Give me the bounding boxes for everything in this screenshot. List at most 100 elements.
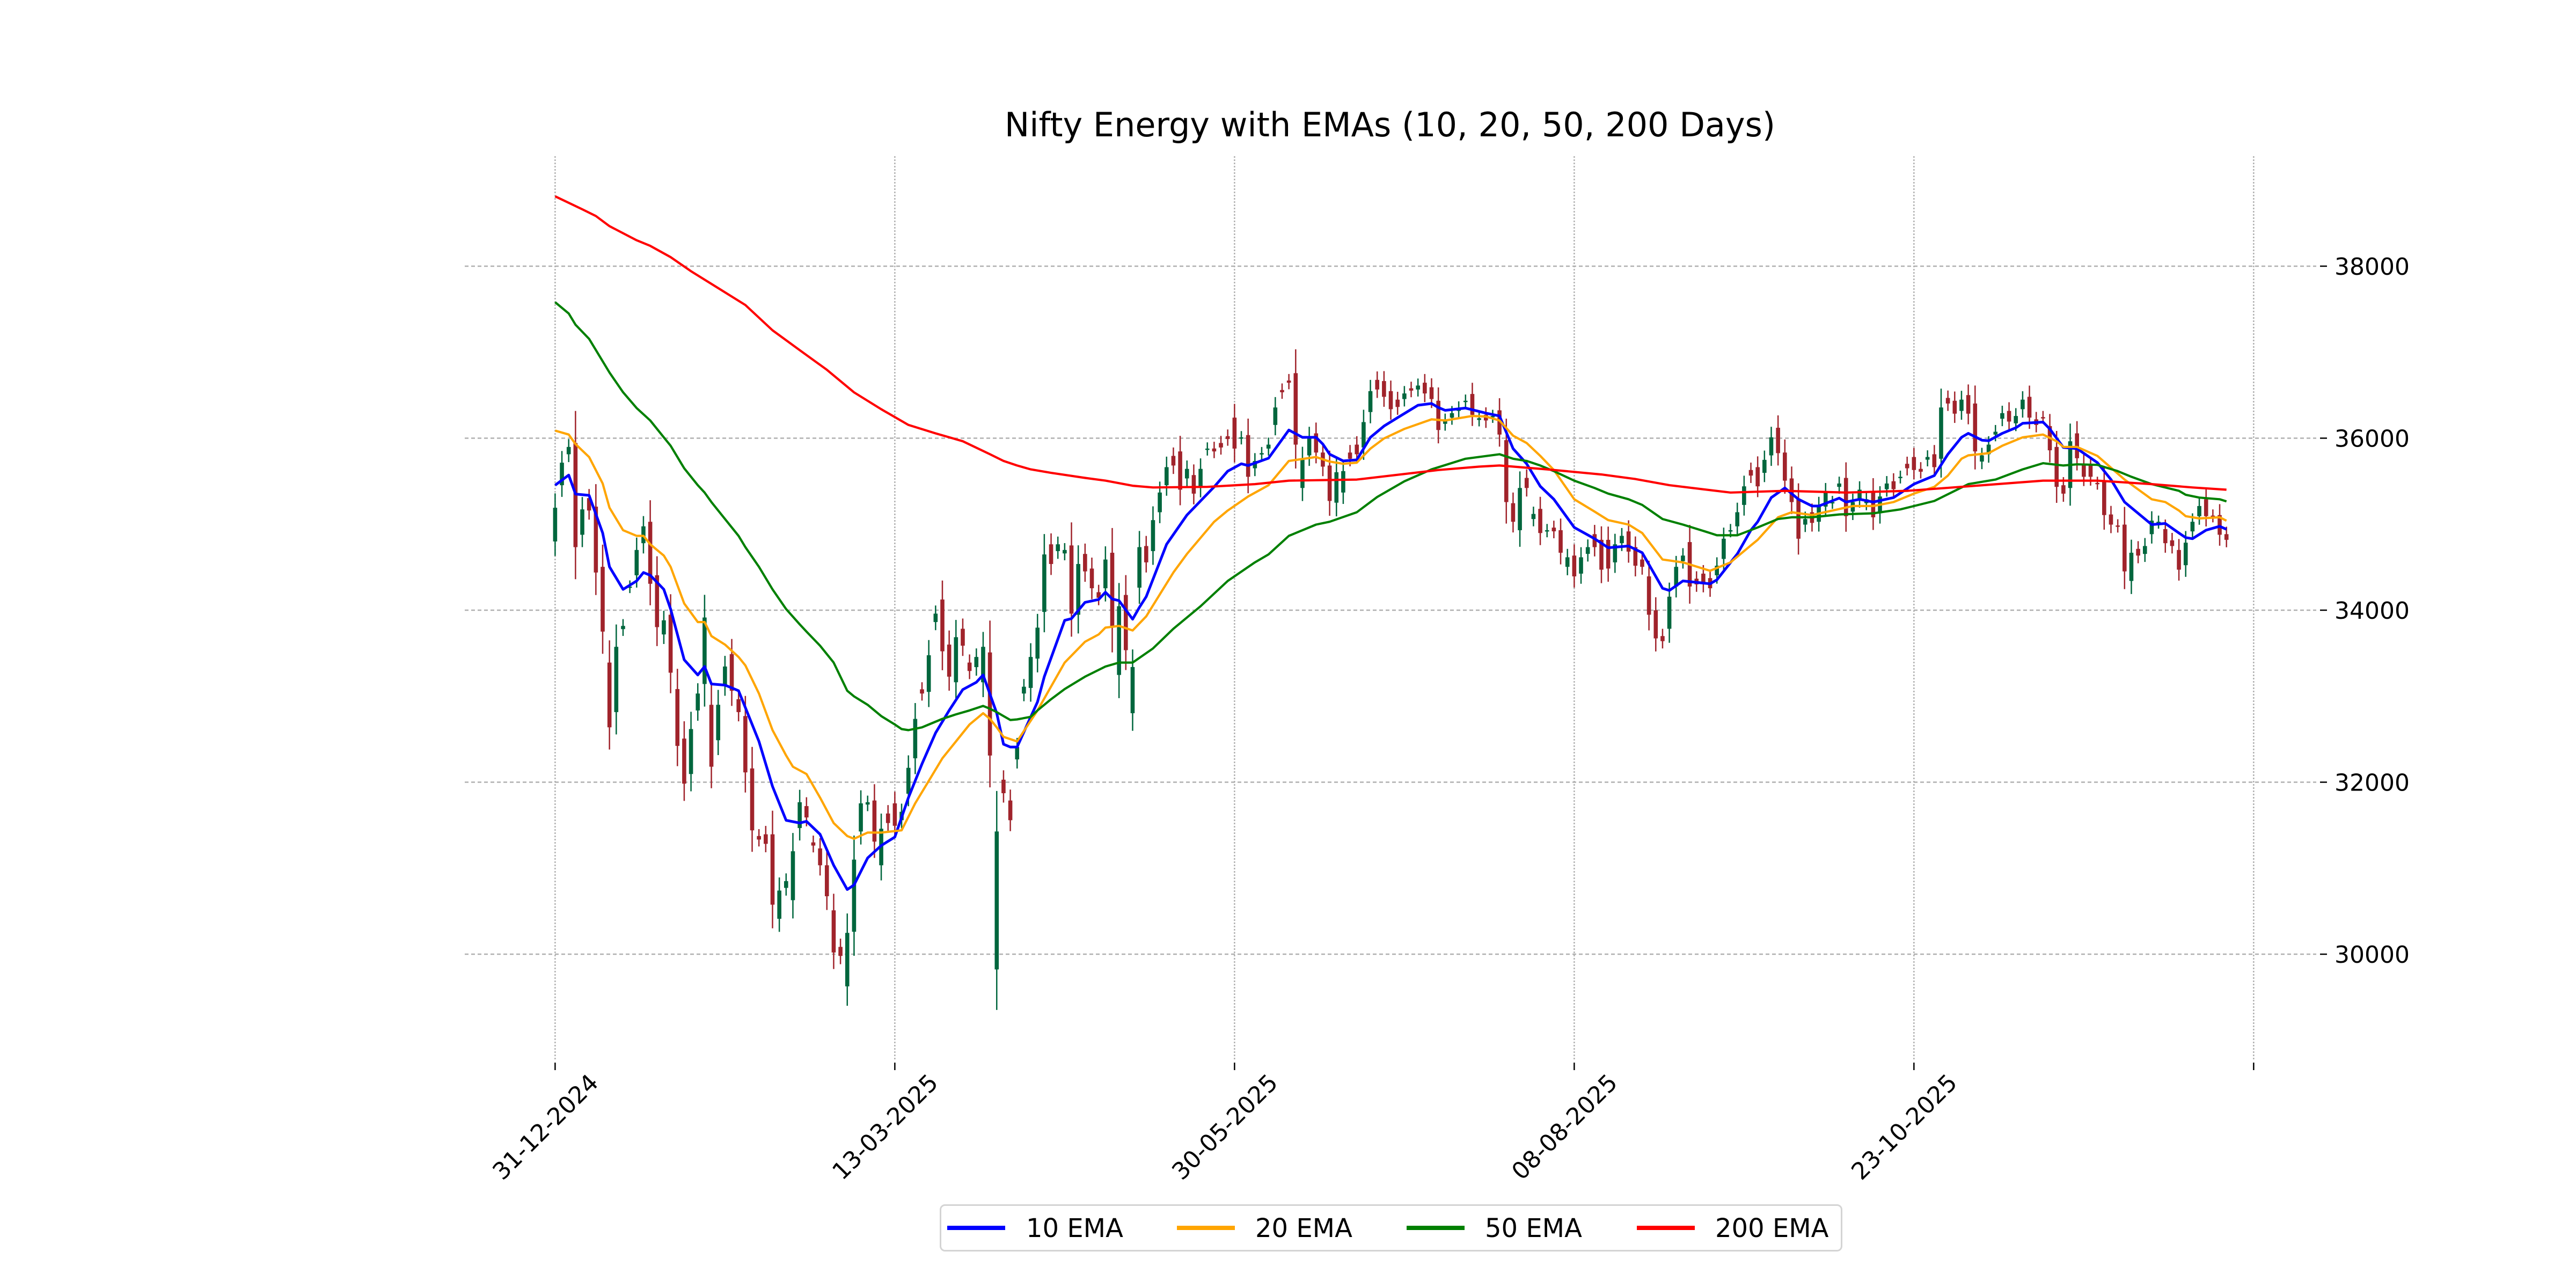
- candle-up: [845, 933, 850, 986]
- candle-down: [961, 628, 965, 646]
- candle-up: [1035, 627, 1040, 659]
- candle-up: [1450, 413, 1454, 418]
- candle-up: [1837, 483, 1841, 487]
- candle-up: [1164, 467, 1169, 486]
- candle-down: [987, 652, 992, 756]
- candle-up: [1137, 547, 1141, 588]
- candle-up: [2021, 399, 2025, 409]
- candle-down: [757, 836, 761, 840]
- candle-up: [913, 719, 918, 758]
- candle-down: [675, 689, 680, 746]
- candle-up: [716, 705, 721, 741]
- candle-down: [1966, 395, 1971, 414]
- candle-up: [2183, 543, 2188, 566]
- candle-up: [1334, 472, 1339, 503]
- candle-down: [770, 834, 775, 905]
- candle-down: [1912, 457, 1916, 470]
- candle-down: [2218, 515, 2222, 535]
- candle-down: [655, 575, 660, 627]
- candle-up: [1728, 530, 1733, 532]
- candle-down: [1504, 440, 1509, 502]
- candle-down: [1626, 531, 1631, 552]
- candle-up: [1463, 400, 1468, 402]
- candle-down: [811, 842, 816, 846]
- candle-down: [1144, 546, 1148, 562]
- ema-line-20-ema: [554, 415, 2227, 840]
- candle-up: [1769, 437, 1774, 456]
- candle-up: [1307, 437, 1312, 456]
- candle-up: [1545, 530, 1549, 532]
- candle-up: [621, 626, 625, 630]
- candle-up: [1613, 544, 1618, 562]
- candle-down: [1429, 387, 1434, 399]
- legend-label: 20 EMA: [1255, 1213, 1352, 1243]
- y-tick-label: 32000: [2334, 769, 2410, 796]
- candle-down: [729, 654, 734, 691]
- candle-down: [1232, 418, 1237, 449]
- y-axis: 30000 32000 34000 36000 38000: [2320, 253, 2410, 969]
- candle-down: [2136, 548, 2140, 556]
- candle-down: [1355, 444, 1359, 455]
- candle-down: [764, 834, 768, 844]
- candle-up: [2014, 416, 2018, 423]
- candle-up: [1722, 538, 1726, 559]
- candle-down: [1599, 539, 1604, 570]
- candle-down: [804, 806, 809, 818]
- candle-up: [1443, 420, 1447, 424]
- candle-up: [981, 647, 985, 683]
- candle-down: [2061, 485, 2066, 494]
- candle-down: [1375, 379, 1380, 390]
- candle-down: [1314, 433, 1319, 453]
- candle-down: [1423, 383, 1427, 394]
- candle-down: [1871, 491, 1876, 517]
- candle-down: [892, 803, 897, 826]
- candle-down: [1083, 554, 1087, 572]
- candle-up: [784, 881, 788, 888]
- candle-up: [1993, 431, 1998, 435]
- candle-down: [967, 662, 972, 671]
- candle-up: [2190, 522, 2195, 532]
- candle-down: [2027, 397, 2032, 418]
- candle-down: [1497, 410, 1502, 435]
- x-tick-label: 13-03-2025: [827, 1069, 943, 1185]
- candle-up: [1273, 407, 1278, 425]
- candle-up: [1416, 385, 1420, 390]
- candle-up: [1667, 596, 1672, 629]
- candle-down: [1096, 592, 1101, 598]
- legend-swatch-50-ema: [1407, 1226, 1465, 1230]
- candle-up: [1056, 544, 1060, 551]
- candle-up: [1762, 459, 1767, 473]
- candle-down: [2211, 515, 2215, 517]
- ema-line-10-ema: [554, 402, 2227, 891]
- candle-up: [1715, 566, 1719, 575]
- candle-down: [1776, 428, 1780, 453]
- candle-up: [627, 586, 632, 588]
- candle-down: [1552, 528, 1556, 532]
- legend: 10 EMA 20 EMA 50 EMA 200 EMA: [940, 1204, 1842, 1252]
- candle-up: [1266, 444, 1271, 449]
- candle-up: [954, 637, 958, 683]
- candle-up: [1368, 391, 1373, 412]
- candle-up: [1117, 606, 1121, 675]
- candle-down: [1178, 451, 1182, 490]
- candle-up: [1300, 459, 1305, 488]
- candle-up: [852, 859, 857, 932]
- candle-down: [2054, 447, 2059, 487]
- y-tick-label: 38000: [2334, 253, 2410, 281]
- candle-up: [634, 550, 639, 575]
- candle-down: [1382, 381, 1386, 397]
- candle-down: [1755, 467, 1760, 487]
- candle-down: [1436, 400, 1440, 430]
- candle-down: [947, 645, 952, 677]
- x-axis: 31-12-2024 13-03-2025 30-05-2025 08-08-2025…: [487, 1063, 2255, 1185]
- candle-down: [1286, 380, 1291, 383]
- candle-down: [1843, 478, 1848, 516]
- candle-down: [1293, 373, 1298, 445]
- grid-lines: [465, 156, 2316, 1059]
- candle-up: [1341, 471, 1345, 493]
- candle-down: [2102, 480, 2106, 515]
- candle-up: [1803, 519, 1807, 525]
- candle-down: [1558, 530, 1563, 553]
- candle-down: [587, 498, 591, 511]
- candle-down: [2007, 411, 2011, 422]
